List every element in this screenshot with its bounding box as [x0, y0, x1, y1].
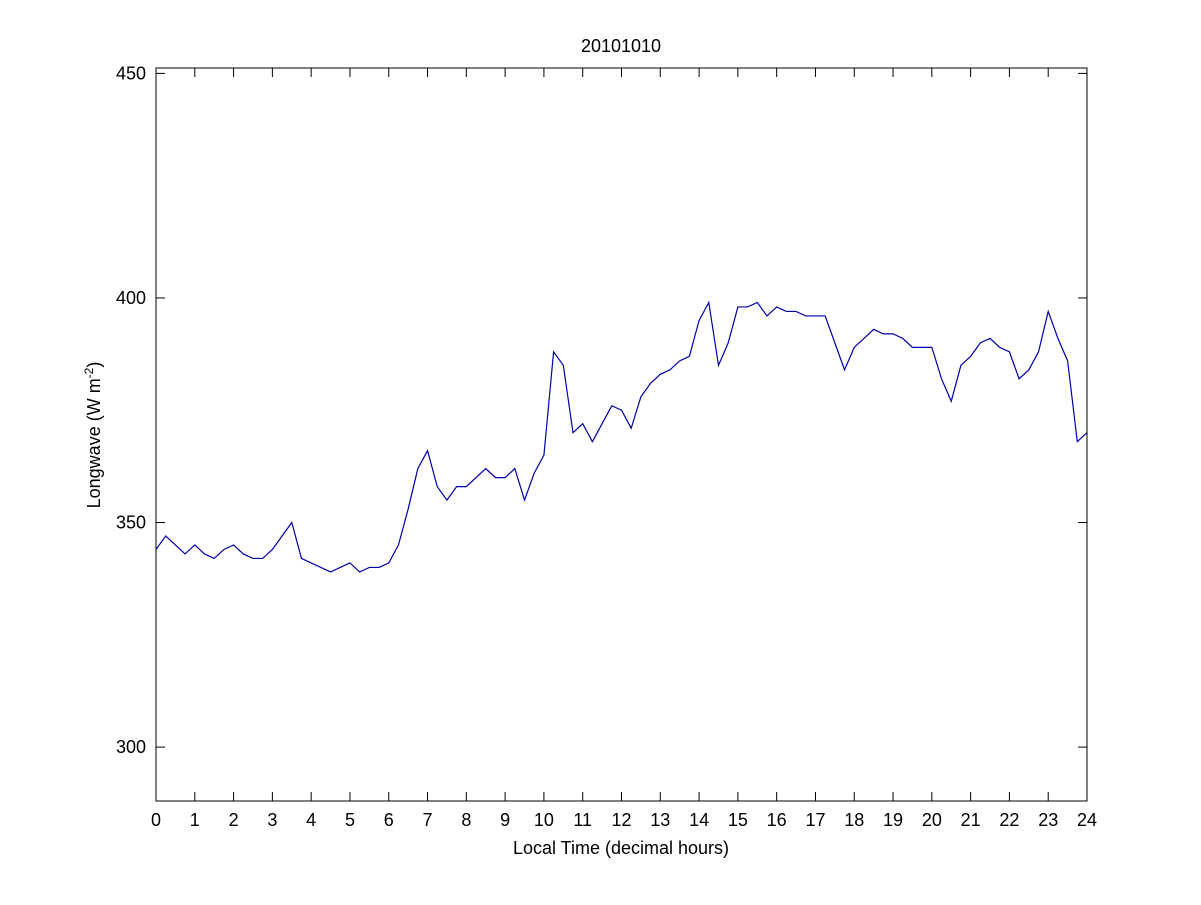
- x-tick-label: 19: [883, 810, 903, 830]
- x-tick-label: 8: [461, 810, 471, 830]
- x-tick-label: 10: [534, 810, 554, 830]
- x-tick-label: 5: [345, 810, 355, 830]
- x-tick-label: 12: [611, 810, 631, 830]
- x-tick-label: 3: [267, 810, 277, 830]
- x-tick-label: 20: [922, 810, 942, 830]
- x-tick-label: 24: [1077, 810, 1097, 830]
- x-tick-label: 22: [999, 810, 1019, 830]
- x-tick-label: 9: [500, 810, 510, 830]
- y-label-text: Longwave (W m: [84, 378, 104, 508]
- x-tick-label: 7: [423, 810, 433, 830]
- y-tick-label: 350: [116, 513, 146, 533]
- y-tick-label: 400: [116, 288, 146, 308]
- x-tick-label: 16: [767, 810, 787, 830]
- x-tick-label: 21: [961, 810, 981, 830]
- y-label-end: ): [84, 362, 104, 368]
- data-line: [155, 300, 1088, 573]
- x-tick-label: 15: [728, 810, 748, 830]
- x-tick-label: 13: [650, 810, 670, 830]
- y-label-sup: -2: [82, 367, 96, 378]
- x-tick-label: 0: [151, 810, 161, 830]
- x-tick-label: 2: [229, 810, 239, 830]
- y-axis-label: Longwave (W m-2): [82, 362, 104, 509]
- x-tick-label: 18: [844, 810, 864, 830]
- chart-title: 20101010: [581, 36, 661, 56]
- y-tick-label: 300: [116, 737, 146, 757]
- x-tick-label: 17: [805, 810, 825, 830]
- x-tick-label: 6: [384, 810, 394, 830]
- x-tick-label: 11: [573, 810, 592, 830]
- x-tick-label: 14: [689, 810, 709, 830]
- plot-frame: [155, 67, 1088, 802]
- x-tick-label: 4: [306, 810, 316, 830]
- x-axis-label: Local Time (decimal hours): [513, 838, 729, 858]
- y-tick-label: 450: [116, 63, 146, 83]
- x-tick-label: 23: [1038, 810, 1058, 830]
- x-tick-label: 1: [190, 810, 200, 830]
